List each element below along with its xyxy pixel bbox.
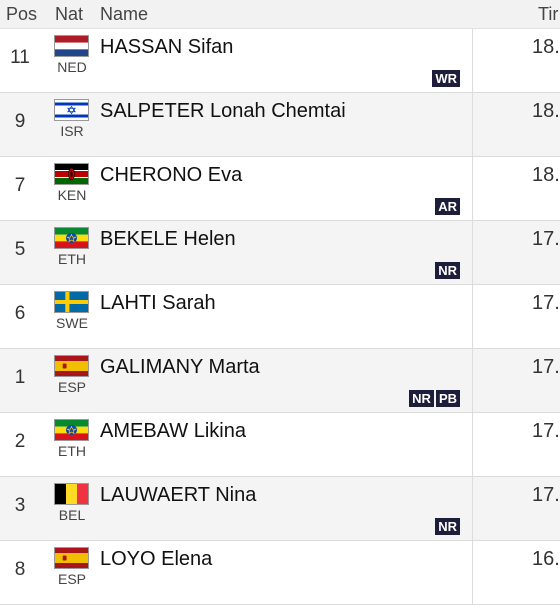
position-value: 7 (14, 175, 26, 196)
athlete-name[interactable]: LAHTI Sarah (100, 292, 216, 314)
position-value: 11 (10, 47, 30, 68)
column-divider (472, 285, 473, 348)
table-row[interactable]: 8 ESP LOYO Elena 16. (0, 541, 560, 605)
nationality-code: KEN (57, 187, 87, 203)
table-row[interactable]: 3 BEL LAUWAERT Nina 17. NR (0, 477, 560, 541)
position-value: 6 (14, 303, 26, 324)
record-badge: NR (409, 390, 434, 407)
time-value: 16. (532, 548, 560, 570)
record-badge: AR (435, 198, 460, 215)
time-value: 18. (532, 36, 560, 58)
record-badges: NR (435, 262, 460, 279)
column-divider (472, 349, 473, 412)
nationality-code: NED (57, 59, 87, 75)
column-divider (472, 413, 473, 476)
table-row[interactable]: 1 ESP GALIMANY Marta 17. NR PB (0, 349, 560, 413)
header-time[interactable]: Tir (538, 4, 559, 24)
time-value: 17. (532, 356, 560, 378)
time-value: 18. (532, 164, 560, 186)
header-pos[interactable]: Pos (6, 4, 38, 24)
nationality-code: ESP (57, 571, 86, 587)
nationality-code: ETH (58, 443, 86, 459)
flag-sweden-icon (54, 291, 89, 313)
table-row[interactable]: 7 KEN CHERONO Eva 18. AR (0, 157, 560, 221)
column-divider (472, 29, 473, 92)
table-row[interactable]: 9 ISR SALPETER Lonah Chemtai 18. (0, 93, 560, 157)
record-badges: NR PB (409, 390, 460, 407)
position-value: 5 (14, 239, 26, 260)
record-badges: AR (435, 198, 460, 215)
time-value: 17. (532, 484, 560, 506)
column-divider (472, 157, 473, 220)
athlete-name[interactable]: CHERONO Eva (100, 164, 243, 186)
flag-ethiopia-icon (54, 227, 89, 249)
record-badge: NR (435, 262, 460, 279)
athlete-name[interactable]: BEKELE Helen (100, 228, 236, 250)
column-divider (472, 541, 473, 604)
header-name[interactable]: Name (100, 4, 149, 24)
flag-kenya-icon (54, 163, 89, 185)
record-badge: NR (435, 518, 460, 535)
column-divider (472, 93, 473, 156)
time-value: 17. (532, 228, 560, 250)
nationality-code: ISR (60, 123, 84, 139)
athlete-name[interactable]: GALIMANY Marta (100, 356, 260, 378)
table-row[interactable]: 2 ETH AMEBAW Likina 17. (0, 413, 560, 477)
nationality-code: ESP (57, 379, 86, 395)
athlete-name[interactable]: LAUWAERT Nina (100, 484, 257, 506)
athlete-name[interactable]: AMEBAW Likina (100, 420, 246, 442)
position-value: 3 (14, 495, 26, 516)
record-badge: WR (432, 70, 460, 87)
results-table-body: 11 NED HASSAN Sifan 18. WR 9 ISR SALPETER Lonah… (0, 29, 560, 605)
record-badges: NR (435, 518, 460, 535)
column-divider (472, 221, 473, 284)
position-value: 9 (14, 111, 26, 132)
table-row[interactable]: 11 NED HASSAN Sifan 18. WR (0, 29, 560, 93)
athlete-name[interactable]: LOYO Elena (100, 548, 213, 570)
table-row[interactable]: 5 ETH BEKELE Helen 17. NR (0, 221, 560, 285)
column-divider (472, 477, 473, 540)
record-badge: PB (435, 390, 460, 407)
record-badges: WR (432, 70, 460, 87)
table-row[interactable]: 6 SWE LAHTI Sarah 17. (0, 285, 560, 349)
flag-belgium-icon (54, 483, 89, 505)
position-value: 8 (14, 559, 26, 580)
header-nat[interactable]: Nat (55, 4, 84, 24)
flag-ethiopia-icon (54, 419, 89, 441)
athlete-name[interactable]: SALPETER Lonah Chemtai (100, 100, 346, 122)
athlete-name[interactable]: HASSAN Sifan (100, 36, 234, 58)
time-value: 17. (532, 420, 560, 442)
position-value: 2 (14, 431, 26, 452)
position-value: 1 (14, 367, 26, 388)
flag-spain-icon (54, 355, 89, 377)
time-value: 18. (532, 100, 560, 122)
results-table-header: Pos Nat Name Tir (0, 0, 560, 29)
flag-spain-icon (54, 547, 89, 569)
flag-netherlands-icon (54, 35, 89, 57)
nationality-code: BEL (58, 507, 86, 523)
nationality-code: SWE (56, 315, 88, 331)
flag-israel-icon (54, 99, 89, 121)
time-value: 17. (532, 292, 560, 314)
nationality-code: ETH (58, 251, 86, 267)
